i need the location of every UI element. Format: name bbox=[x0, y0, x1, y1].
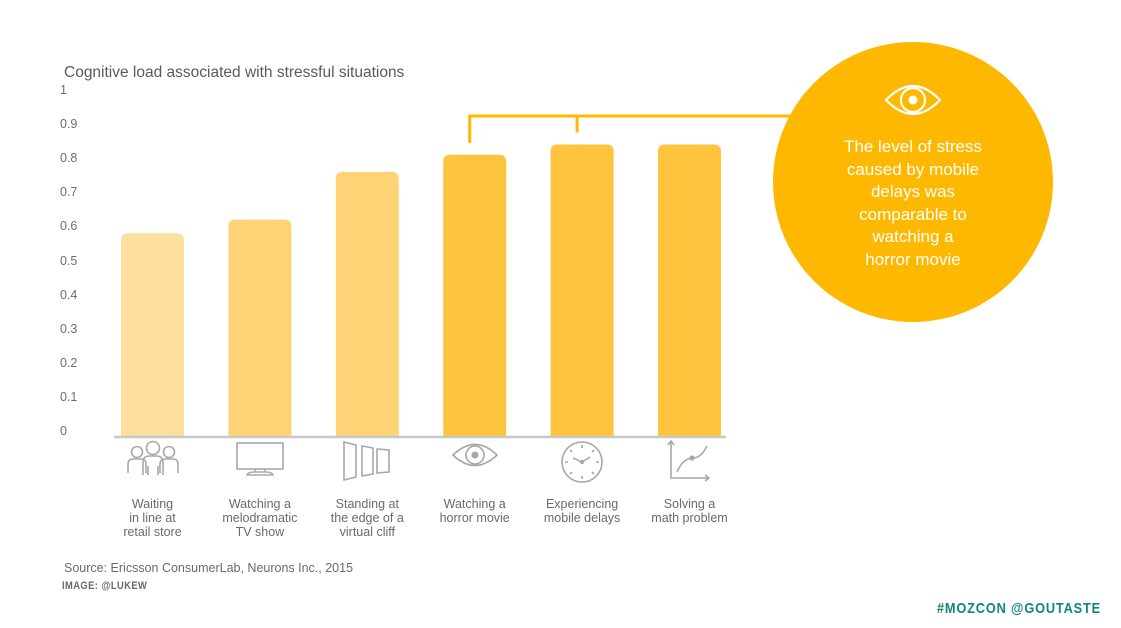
y-tick-label: 0.3 bbox=[60, 321, 78, 336]
bar bbox=[121, 233, 184, 437]
y-tick-label: 0.7 bbox=[60, 185, 78, 200]
bar bbox=[443, 154, 507, 438]
x-category-label: Waiting in line at retail store bbox=[123, 497, 182, 539]
x-category-label: Solving a math problem bbox=[651, 497, 728, 525]
x-category-label: Watching a melodramatic TV show bbox=[222, 497, 298, 539]
x-category-label: Watching a horror movie bbox=[439, 497, 510, 525]
x-category-label: Standing at the edge of a virtual cliff bbox=[330, 497, 404, 539]
y-tick-label: 0 bbox=[60, 424, 67, 438]
graph-curve-icon bbox=[666, 439, 713, 489]
bar bbox=[228, 219, 292, 437]
hashtag-footer: #MOZCON @GOUTASTE bbox=[936, 600, 1101, 617]
x-category-label: Experiencing mobile delays bbox=[543, 497, 621, 525]
y-tick-label: 0.5 bbox=[60, 253, 78, 268]
bar bbox=[550, 144, 614, 437]
y-tick-label: 0.4 bbox=[60, 287, 78, 302]
source-note: Source: Ericsson ConsumerLab, Neurons In… bbox=[64, 561, 354, 575]
image-credit: IMAGE: @LUKEW bbox=[62, 580, 148, 592]
callout-circle: The level of stress caused by mobile del… bbox=[773, 42, 1053, 322]
y-tick-label: 0.8 bbox=[60, 151, 78, 166]
y-tick-label: 0.2 bbox=[60, 355, 78, 370]
doors-cliff-icon bbox=[341, 440, 393, 487]
chart-title: Cognitive load associated with stressful… bbox=[64, 64, 405, 81]
bar bbox=[658, 144, 721, 437]
y-tick-label: 0.1 bbox=[60, 389, 78, 404]
y-tick-label: 0.9 bbox=[60, 117, 78, 132]
y-tick-label: 1 bbox=[60, 83, 67, 97]
eye-icon bbox=[451, 440, 499, 475]
eye-icon bbox=[884, 85, 942, 115]
callout-connector bbox=[468, 114, 790, 143]
bar bbox=[335, 171, 399, 437]
people-group-icon bbox=[125, 440, 181, 481]
clock-icon bbox=[560, 440, 604, 489]
tv-monitor-icon bbox=[235, 440, 285, 483]
callout-text: The level of stress caused by mobile del… bbox=[844, 137, 982, 269]
y-tick-label: 0.6 bbox=[60, 219, 78, 234]
